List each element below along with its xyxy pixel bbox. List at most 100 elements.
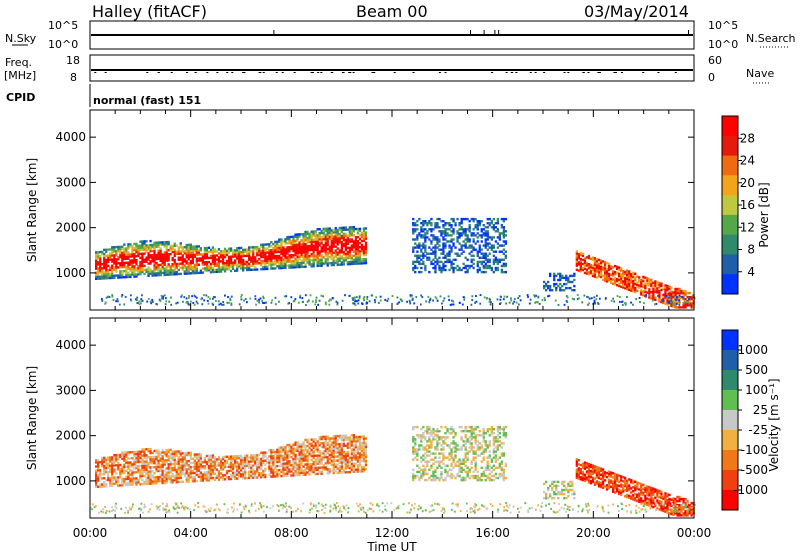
echo-cell [167,473,170,476]
echo-cell [117,247,120,251]
echo-cell [356,470,360,473]
echo-cell [352,462,355,465]
echo-cell [654,296,657,299]
echo-cell [422,262,425,266]
echo-cell [300,469,303,472]
echo-cell [658,296,661,299]
ground-scatter [513,297,516,300]
echo-cell [268,253,271,256]
echo-cell [484,238,487,241]
echo-cell [340,457,343,460]
echo-cell [254,470,257,473]
echo-cell [268,459,271,462]
echo-cell [155,255,158,259]
echo-cell [591,256,595,259]
echo-cell [161,241,164,244]
echo-cell [127,481,130,485]
echo-cell [252,262,255,265]
echo-cell [262,259,265,263]
echo-cell [151,470,154,473]
echo-cell [121,257,124,261]
station-title: Halley (fitACF) [92,2,207,21]
echo-cell [145,250,148,253]
echo-cell [476,264,479,268]
echo-cell [147,464,150,467]
echo-cell [336,251,339,254]
ground-scatter [328,299,331,302]
echo-cell [654,298,657,301]
echo-cell [234,473,237,476]
echo-cell [280,470,283,474]
ground-scatter [357,302,360,305]
velocity-echoes [90,425,696,517]
echo-cell [490,246,493,249]
ground-scatter [689,302,692,305]
echo-cell [356,242,360,245]
echo-cell [103,256,106,260]
echo-cell [553,282,556,286]
ground-scatter [188,296,190,299]
echo-cell [354,246,358,249]
echo-cell [438,238,441,241]
echo-cell [286,460,289,463]
echo-cell [672,291,675,294]
echo-cell [262,455,265,458]
echo-cell [131,265,134,268]
echo-cell [199,249,202,252]
echo-cell [432,472,435,476]
echo-cell [282,466,285,469]
echo-cell [99,275,102,278]
echo-cell [348,440,351,443]
echo-cell [452,228,455,231]
echo-cell [119,455,122,459]
echo-cell [658,300,661,303]
echo-cell [312,456,315,460]
ground-scatter [141,300,144,302]
echo-cell [318,264,321,267]
ground-scatter [192,302,195,304]
echo-cell [310,467,313,470]
echo-cell [296,233,299,236]
echo-cell [336,471,339,474]
echo-cell [169,456,172,460]
echo-cell [344,240,347,244]
echo-cell [113,458,116,461]
echo-cell [476,270,479,274]
echo-cell [113,482,116,485]
nave-dot [310,72,313,73]
echo-cell [412,222,415,225]
echo-cell [270,475,273,478]
echo-cell [155,245,158,248]
echo-cell [109,466,112,469]
echo-cell [181,456,184,459]
echo-cell [360,445,364,449]
echo-cell [332,261,335,265]
echo-cell [338,469,341,472]
echo-cell [294,253,297,257]
ground-scatter [526,294,529,297]
echo-cell [262,249,265,252]
echo-cell [466,264,469,268]
echo-cell [412,438,415,441]
echo-cell [628,288,631,291]
echo-cell [153,482,156,485]
echo-cell [280,264,283,268]
ground-scatter [212,297,214,300]
echo-cell [280,246,283,249]
echo-cell [624,285,627,288]
echo-cell [133,479,136,482]
echo-cell [338,263,341,266]
echo-cell [95,461,98,464]
echo-cell [143,264,146,268]
echo-cell [179,450,182,453]
echo-cell [199,465,202,468]
echo-cell [238,454,241,458]
echo-cell [362,470,366,473]
echo-cell [314,438,317,441]
echo-cell [438,268,441,272]
echo-cell [414,222,417,225]
echo-cell [500,224,503,227]
ground-scatter [379,295,382,298]
echo-cell [276,473,279,476]
echo-cell [414,440,417,443]
